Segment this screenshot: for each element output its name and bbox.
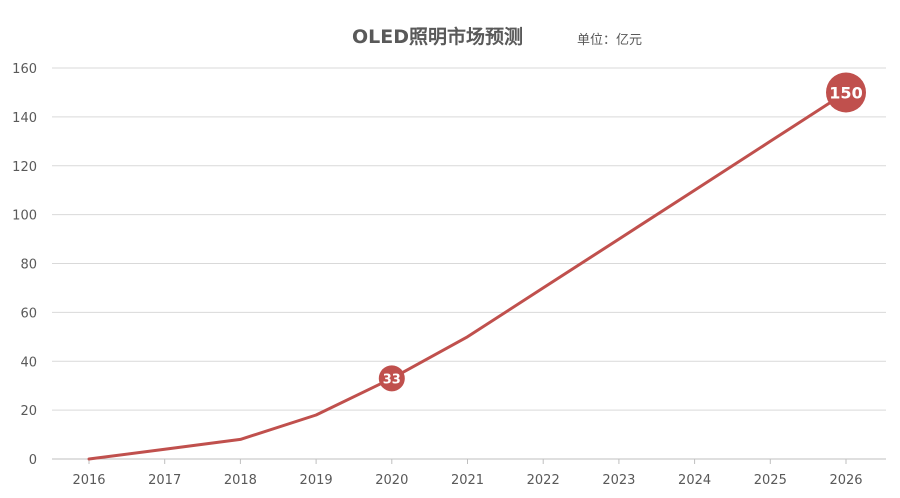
x-tick-label: 2023 <box>602 473 635 488</box>
x-tick-label: 2018 <box>224 473 257 488</box>
x-tick-label: 2016 <box>72 473 105 488</box>
y-tick-label: 60 <box>20 306 37 321</box>
x-tick-label: 2022 <box>527 473 560 488</box>
y-tick-label: 80 <box>20 258 37 273</box>
y-tick-label: 0 <box>29 453 37 468</box>
y-tick-label: 20 <box>20 404 37 419</box>
data-callout-label: 33 <box>383 372 401 387</box>
y-tick-label: 140 <box>12 111 37 126</box>
x-tick-label: 2026 <box>829 473 862 488</box>
x-tick-label: 2019 <box>300 473 333 488</box>
data-callout-label: 150 <box>829 83 862 102</box>
y-tick-label: 100 <box>12 209 37 224</box>
x-tick-label: 2024 <box>678 473 711 488</box>
unit-label: 单位：亿元 <box>577 33 643 48</box>
x-tick-label: 2020 <box>375 473 408 488</box>
y-tick-label: 40 <box>20 355 37 370</box>
series-line <box>87 90 848 461</box>
data-callout-circle <box>826 72 866 113</box>
x-tick-label: 2017 <box>148 473 181 488</box>
y-tick-label: 160 <box>12 62 37 77</box>
data-callout-circle <box>378 365 405 392</box>
chart-title: OLED照明市场预测 <box>352 26 524 48</box>
x-tick-label: 2025 <box>754 473 787 488</box>
x-tick-label: 2021 <box>451 473 484 488</box>
y-tick-label: 120 <box>12 160 37 175</box>
